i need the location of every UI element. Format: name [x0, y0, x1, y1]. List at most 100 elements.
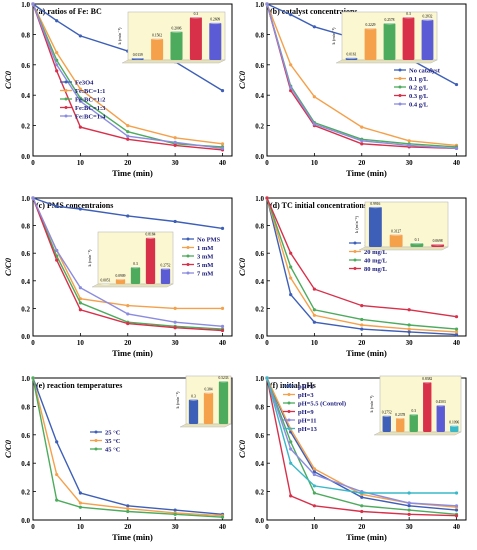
data-point	[220, 306, 225, 310]
data-point	[220, 324, 225, 328]
inset-floor	[121, 59, 226, 64]
data-point	[454, 146, 459, 150]
x-tick-label: 10	[77, 159, 85, 167]
data-point	[289, 86, 293, 90]
legend-label: 40 mg/L	[364, 258, 388, 265]
plot-frame	[266, 197, 467, 337]
inset-y-label: k (min⁻¹)	[369, 395, 374, 413]
legend-marker	[287, 427, 291, 430]
y-tick-label: 0.4	[21, 278, 30, 286]
data-point	[312, 467, 316, 471]
x-tick-label: 20	[358, 523, 366, 531]
panel-title: (d) TC initial concentrations	[270, 201, 367, 210]
legend-label: 0.2 g/L	[409, 85, 429, 92]
series-line	[32, 377, 223, 518]
legend-marker	[64, 80, 68, 84]
x-tick-label: 30	[406, 523, 414, 531]
data-point	[289, 461, 293, 465]
inset-bar	[409, 414, 418, 432]
data-point	[407, 504, 411, 508]
data-point	[289, 494, 293, 498]
legend-marker	[398, 68, 402, 72]
panel-a: 0.0 0.2 0.4 0.6 0.8 1.0 0 10 20 30 40 Time (min) C/C…	[3, 1, 233, 178]
legend-marker	[398, 94, 402, 97]
y-tick-label: 0.6	[255, 250, 264, 258]
legend-label: 80 mg/L	[364, 266, 388, 273]
inset-floor	[179, 423, 232, 428]
inset-bar-chart: k (min⁻¹) 0.0139 0.1502 0.2006 0.3 0.2609	[117, 11, 226, 64]
legend-label: 5 mM	[197, 262, 213, 269]
inset-bar-chart: k (min⁻¹) 0.0051 0.0909 0.3 0.8184 0.2752	[87, 231, 174, 288]
panel-c: 0.0 0.2 0.4 0.6 0.8 1.0 0 10 20 30 40 Time (min) C/C…	[3, 195, 233, 358]
series-line	[32, 197, 223, 332]
legend-label: No catalyst	[409, 68, 441, 75]
inset-bar	[364, 28, 377, 60]
panel-d: 0.0 0.2 0.4 0.6 0.8 1.0 0 10 20 30 40 Time (min) C/C…	[237, 195, 467, 358]
data-point	[78, 34, 82, 38]
inset-y-label: k (min⁻¹)	[175, 391, 180, 409]
legend: 25 °C35 °C 45 °C	[90, 430, 121, 454]
y-tick-label: 0.0	[21, 333, 30, 341]
data-point	[78, 99, 82, 103]
inset-bar-chart: k (min⁻¹) 0.9916 0.3127 0.1 0.0698	[354, 201, 449, 251]
legend-label: 3 mM	[197, 254, 213, 261]
inset-bar	[189, 17, 202, 60]
inset-bar	[130, 266, 141, 284]
data-point	[55, 63, 59, 67]
inset-bar-label: 0.1	[415, 238, 420, 242]
legend-label: pH=9	[298, 409, 314, 416]
panel-b: 0.0 0.2 0.4 0.6 0.8 1.0 0 10 20 30 40 Time (min) C/C…	[237, 1, 467, 178]
panel-title: (a) ratios of Fe: BC	[36, 7, 102, 16]
inset-bar-label: 0.4503	[436, 400, 446, 404]
x-tick-label: 10	[311, 339, 319, 347]
data-point	[360, 139, 364, 143]
inset-y-label: k (min⁻¹)	[331, 27, 336, 45]
y-tick-label: 0.4	[255, 92, 264, 100]
legend-label: pH=5.5 (Control)	[298, 401, 346, 408]
x-axis-title: Time (min)	[112, 168, 153, 178]
legend-marker	[287, 410, 291, 413]
x-axis-title: Time (min)	[346, 532, 387, 542]
y-tick-label: 0.4	[255, 278, 264, 286]
data-point	[312, 491, 316, 495]
legend-marker	[186, 271, 190, 275]
data-point	[407, 512, 411, 516]
inset-bar-label: 0.3	[191, 394, 196, 398]
legend-label: Fe:BC=1:2	[75, 97, 105, 104]
series-line	[266, 197, 457, 336]
data-point	[173, 136, 177, 140]
y-tick-label: 0.2	[255, 489, 264, 497]
x-tick-label: 0	[31, 523, 35, 531]
x-tick-label: 20	[358, 339, 366, 347]
y-tick-label: 0.2	[255, 123, 264, 131]
inset-bar-cap	[345, 56, 358, 60]
series-line	[32, 377, 223, 515]
series-line	[32, 197, 223, 230]
legend-marker	[64, 89, 68, 92]
x-tick-label: 30	[172, 523, 180, 531]
data-point	[31, 376, 35, 380]
data-point	[312, 470, 316, 474]
inset-bar-label: 0.5233	[219, 376, 229, 380]
legend-marker	[287, 401, 291, 405]
inset-bar	[410, 242, 424, 247]
data-point	[454, 514, 459, 518]
inset-floor	[358, 246, 449, 251]
legend-marker	[353, 258, 357, 262]
inset-bar	[396, 417, 405, 432]
x-tick-label: 30	[172, 339, 180, 347]
legend-marker	[94, 430, 98, 434]
inset-bar-cap	[100, 282, 111, 286]
x-tick-label: 30	[406, 339, 414, 347]
data-point	[78, 308, 82, 312]
inset-bar	[389, 234, 403, 247]
inset-background	[97, 231, 174, 285]
inset-bar-label: 0.384	[204, 388, 212, 392]
inset-bar-label: 0.1096	[449, 420, 459, 424]
plot-frame	[266, 3, 467, 157]
inset-bar-cap	[364, 26, 377, 30]
data-point	[289, 276, 293, 280]
data-point	[220, 142, 225, 146]
data-point	[360, 317, 364, 322]
data-point	[173, 140, 177, 144]
